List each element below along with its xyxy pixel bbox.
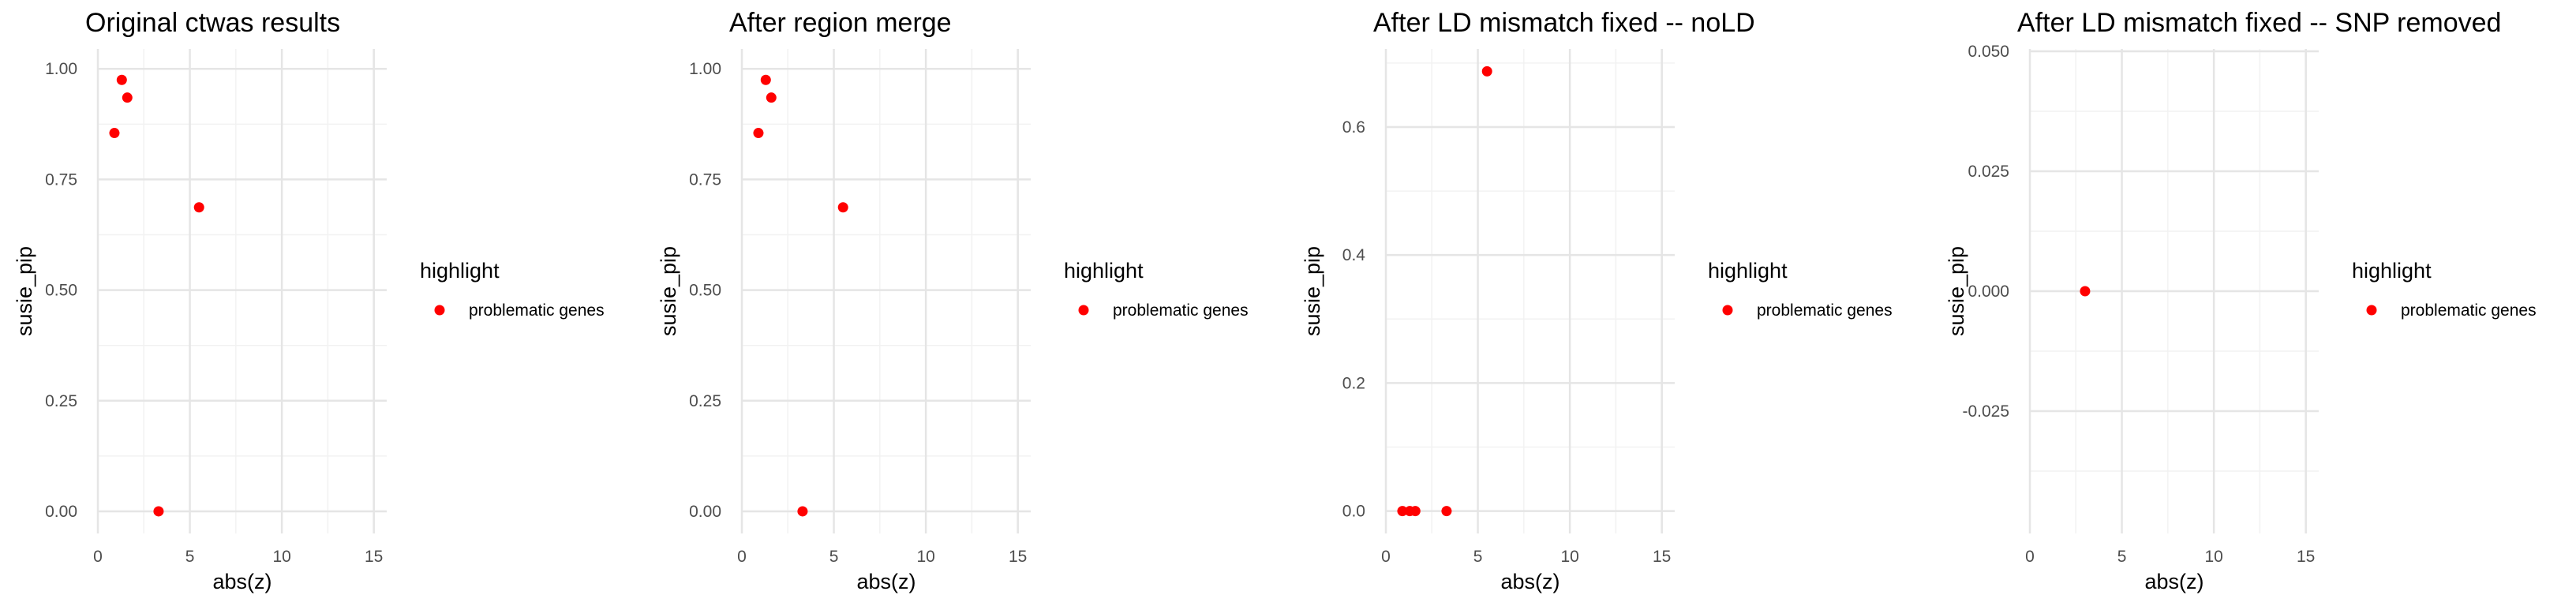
data-point	[1397, 506, 1408, 517]
legend-marker	[1078, 305, 1089, 316]
x-tick-label: 15	[365, 548, 383, 566]
y-tick-label: 0.2	[1342, 374, 1365, 392]
x-tick-label: 15	[2297, 548, 2315, 566]
y-tick-label: 0.4	[1342, 246, 1366, 264]
y-tick-label: 0.00	[689, 503, 721, 521]
x-tick-label: 10	[2204, 548, 2222, 566]
x-tick-label: 5	[185, 548, 195, 566]
data-point	[1410, 506, 1421, 517]
y-tick-label: 0.50	[689, 282, 721, 300]
data-point	[116, 74, 127, 85]
y-axis-label: susie_pip	[1945, 246, 1968, 336]
y-tick-label: 0.75	[45, 170, 77, 189]
y-axis-label: susie_pip	[657, 246, 680, 336]
x-tick-label: 0	[93, 548, 103, 566]
x-tick-label: 0	[737, 548, 747, 566]
x-tick-label: 15	[1009, 548, 1027, 566]
legend-marker	[1722, 305, 1733, 316]
chart-panel-2: 0 5 10 15 0.00 0.25 0.50 0.75 1.00 After region m…	[657, 8, 1249, 593]
y-axis-label: susie_pip	[13, 246, 36, 336]
x-tick-label: 5	[2117, 548, 2127, 566]
legend-label: problematic genes	[1757, 301, 1893, 320]
chart-title: After LD mismatch fixed -- noLD	[1373, 8, 1755, 38]
chart-title: After LD mismatch fixed -- SNP removed	[2017, 8, 2501, 38]
y-tick-label: -0.025	[1962, 402, 2009, 421]
data-point	[753, 128, 764, 139]
legend-title: highlight	[1708, 259, 1788, 283]
y-tick-label: 0.000	[1968, 283, 2009, 301]
x-tick-label: 0	[1381, 548, 1391, 566]
legend-title: highlight	[420, 259, 500, 283]
data-point	[760, 74, 771, 85]
x-axis-label: abs(z)	[212, 570, 271, 593]
y-tick-label: 0.0	[1342, 503, 1365, 521]
x-tick-label: 10	[1560, 548, 1578, 566]
y-tick-label: 0.00	[45, 503, 77, 521]
x-tick-label: 0	[2025, 548, 2035, 566]
data-point	[797, 506, 808, 517]
y-axis-label: susie_pip	[1301, 246, 1324, 336]
chart-title: After region merge	[729, 8, 952, 38]
y-tick-label: 0.50	[45, 282, 77, 300]
legend-title: highlight	[2352, 259, 2432, 283]
x-tick-label: 5	[829, 548, 839, 566]
x-axis-label: abs(z)	[856, 570, 915, 593]
data-point	[766, 92, 777, 103]
x-tick-label: 10	[916, 548, 934, 566]
chart-panel-3: 0 5 10 15 0.0 0.2 0.4 0.6 After LD mismatch fixe…	[1301, 8, 1893, 593]
data-point	[1481, 65, 1492, 77]
legend-marker	[2366, 305, 2377, 316]
legend-label: problematic genes	[2401, 301, 2537, 320]
data-point	[153, 506, 164, 517]
y-tick-label: 1.00	[689, 60, 721, 78]
x-axis-label: abs(z)	[1500, 570, 1559, 593]
legend-marker	[434, 305, 445, 316]
data-point	[193, 202, 204, 213]
data-point	[2080, 286, 2091, 297]
y-tick-label: 1.00	[45, 60, 77, 78]
data-point	[122, 92, 133, 103]
data-point	[837, 202, 848, 213]
y-tick-label: 0.025	[1968, 163, 2009, 181]
chart-panel-1: 0 5 10 15 0.00 0.25 0.50 0.75 1.00 Original ctwas…	[13, 8, 605, 593]
data-point	[1441, 506, 1452, 517]
x-tick-label: 5	[1473, 548, 1483, 566]
y-tick-label: 0.25	[45, 392, 77, 410]
legend-title: highlight	[1064, 259, 1144, 283]
legend-label: problematic genes	[1113, 301, 1249, 320]
x-axis-label: abs(z)	[2144, 570, 2203, 593]
chart-panel-4: 0 5 10 15 -0.025 0.000 0.025 0.050 After LD mism…	[1945, 8, 2537, 593]
chart-title: Original ctwas results	[85, 8, 340, 38]
y-tick-label: 0.050	[1968, 43, 2009, 61]
y-tick-label: 0.75	[689, 170, 721, 189]
x-tick-label: 15	[1653, 548, 1671, 566]
y-tick-label: 0.25	[689, 392, 721, 410]
data-point	[109, 128, 120, 139]
y-tick-label: 0.6	[1342, 118, 1365, 137]
legend-label: problematic genes	[469, 301, 605, 320]
x-tick-label: 10	[272, 548, 290, 566]
